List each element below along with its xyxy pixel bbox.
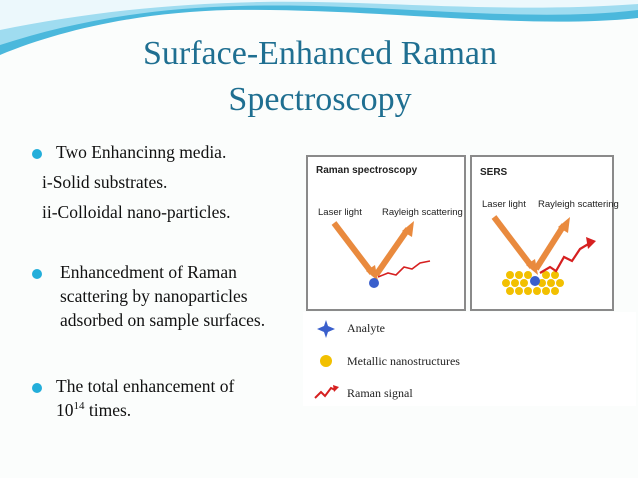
slide-title-line1: Surface-Enhanced Raman — [143, 35, 497, 72]
analyte-icon — [369, 278, 379, 288]
power-exponent: 14 — [73, 400, 85, 413]
bullet-subitem: ii-Colloidal nano-particles. — [42, 202, 231, 222]
bullet-text: The total enhancement of — [56, 376, 235, 396]
laser-beam — [331, 221, 375, 275]
figure-legend: Analyte Metallic nanostructures Raman si… — [303, 312, 636, 406]
power-tail: times. — [84, 400, 132, 420]
laser-label: Laser light — [318, 207, 362, 218]
bullet-subitem: i-Solid substrates. — [42, 172, 168, 192]
rayleigh-beam — [373, 227, 411, 277]
legend-metallic: Metallic nanostructures — [347, 354, 460, 368]
bullet-dot-icon — [32, 269, 42, 279]
raman-diagram — [331, 221, 431, 288]
legend-analyte: Analyte — [347, 321, 385, 335]
bullet-text: Enhancedment of Raman — [60, 262, 237, 282]
power-base: 10 — [56, 400, 74, 420]
bullet-dot-icon — [32, 149, 42, 159]
analyte-legend-icon — [317, 320, 335, 338]
raman-panel: Raman spectroscopy Laser light Rayleigh … — [306, 155, 466, 311]
laser-beam — [491, 215, 535, 269]
nanostructure-cluster-icon — [502, 271, 564, 295]
bullet-text: scattering by nanoparticles — [60, 286, 248, 306]
sers-diagram — [491, 215, 596, 295]
signal-arrowhead-icon — [586, 237, 596, 249]
sers-panel: SERS Laser light Rayleigh scattering — [470, 155, 619, 311]
rayleigh-beam — [533, 223, 567, 271]
raman-signal-line — [377, 260, 431, 278]
laser-label: Laser light — [482, 199, 526, 210]
slide-title-line2: Spectroscopy — [228, 81, 412, 118]
header-wave-decoration — [0, 0, 638, 55]
raman-panel-title: Raman spectroscopy — [316, 165, 418, 176]
raman-signal-legend-icon — [314, 385, 339, 399]
bullet-text: Two Enhancinng media. — [56, 142, 227, 162]
analyte-icon — [530, 276, 540, 286]
laser-arrowhead-icon — [366, 265, 378, 281]
rayleigh-label: Rayleigh scattering — [538, 199, 619, 210]
raman-signal-line — [539, 242, 591, 274]
rayleigh-arrowhead-icon — [558, 217, 570, 233]
rayleigh-arrowhead-icon — [402, 221, 414, 237]
bullet-dot-icon — [32, 383, 42, 393]
bullet-text-power: 1014 times. — [56, 400, 131, 421]
legend-raman: Raman signal — [347, 386, 413, 400]
bullet-text: adsorbed on sample surfaces. — [60, 310, 266, 330]
nanostructure-legend-icon — [320, 355, 332, 367]
rayleigh-label: Rayleigh scattering — [382, 207, 463, 218]
sers-panel-title: SERS — [480, 167, 508, 178]
laser-arrowhead-icon — [526, 259, 538, 275]
